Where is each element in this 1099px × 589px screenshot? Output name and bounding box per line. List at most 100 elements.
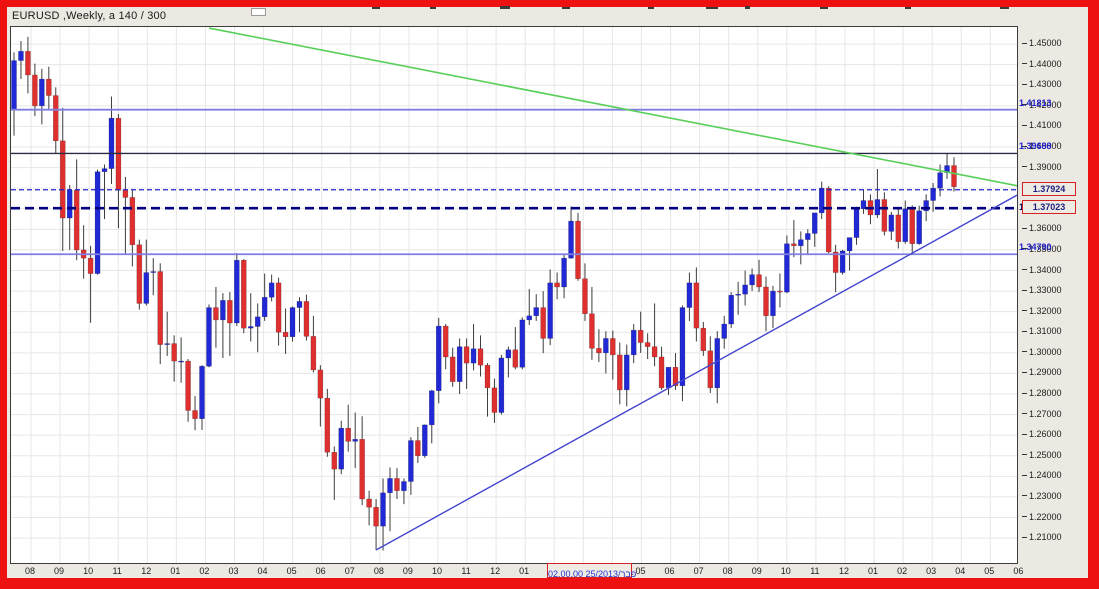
month-label: 12: [141, 566, 152, 576]
candle-bullish: [784, 243, 790, 293]
selected-date-box: 02.00.00 25/2013/פבר: [547, 563, 636, 579]
price-tick-label: 1.21000: [1029, 532, 1062, 543]
candle-bullish: [888, 214, 895, 232]
candle-bearish: [825, 187, 832, 253]
candle-bearish: [275, 282, 282, 333]
candle-bullish: [199, 365, 205, 419]
candle-bearish: [53, 95, 59, 142]
month-label: 11: [810, 566, 820, 576]
candle-bearish: [707, 350, 714, 389]
month-label: 07: [693, 566, 704, 576]
candle-bullish: [150, 271, 157, 273]
month-label: 01: [519, 566, 530, 576]
candle-bearish: [791, 243, 797, 247]
price-tick-label: 1.40000: [1029, 141, 1062, 151]
month-label: 06: [315, 566, 326, 576]
candle-bearish: [589, 313, 595, 349]
candle-bullish: [505, 349, 512, 359]
candle-bullish: [206, 307, 212, 367]
candle-bullish: [916, 210, 922, 244]
price-tick-mark: [1022, 63, 1027, 65]
price-tick-mark: [1022, 227, 1027, 229]
price-tick-mark: [1022, 269, 1027, 270]
candle-bullish: [665, 366, 672, 389]
candle-bullish: [930, 187, 936, 201]
ascending-trendline: [375, 194, 1017, 551]
toolbar-fragment: [706, 7, 718, 9]
candle-bullish: [422, 424, 428, 457]
axis-value-box: 1.37924: [1022, 181, 1076, 196]
price-tick-mark: [1022, 474, 1027, 476]
candle-bullish: [568, 220, 574, 259]
price-tick-mark: [1022, 495, 1027, 497]
candle-bearish: [512, 349, 519, 368]
candle-bearish: [763, 286, 769, 317]
axis-value-box: 1.37023: [1022, 200, 1076, 215]
candle-bullish: [143, 272, 150, 304]
price-tick-label: 1.28000: [1029, 388, 1062, 398]
candle-bullish: [234, 259, 240, 324]
candle-bearish: [136, 244, 143, 304]
candle-bearish: [282, 332, 289, 338]
candle-bullish: [470, 348, 477, 364]
candle-bearish: [157, 271, 163, 345]
price-tick-mark: [1022, 104, 1027, 106]
toolbar-fragment: [745, 6, 750, 9]
candle-bearish: [32, 74, 38, 107]
price-tick-mark: [1022, 392, 1027, 394]
price-tick-label: 1.25000: [1029, 449, 1062, 460]
candle-bearish: [241, 259, 247, 329]
price-chart-plot[interactable]: [10, 26, 1018, 564]
month-label: 05: [286, 566, 297, 576]
price-tick-mark: [1022, 289, 1027, 291]
candle-bearish: [185, 360, 191, 411]
month-label: 10: [780, 566, 791, 576]
candle-bearish: [449, 356, 456, 382]
price-tick-label: 1.32000: [1029, 305, 1062, 316]
candle-bearish: [73, 189, 80, 251]
price-axis: 1.45000 1.44000 1.43000 1.42000 1.41000 1.400…: [1017, 26, 1088, 562]
candle-bearish: [59, 140, 66, 219]
month-label: 03: [926, 566, 937, 576]
price-tick-label: 1.31000: [1029, 326, 1062, 337]
candle-bearish: [484, 364, 491, 389]
candle-bullish: [164, 343, 170, 345]
price-tick-label: 1.41000: [1029, 120, 1062, 131]
level-value-label: 1.34790: [1019, 242, 1052, 253]
candle-bullish: [805, 233, 811, 240]
month-label: 11: [461, 566, 471, 576]
candle-bearish: [463, 346, 470, 364]
candle-bullish: [853, 208, 860, 238]
month-label: 12: [838, 566, 849, 576]
candle-bullish: [66, 189, 73, 219]
candle-bullish: [721, 323, 727, 339]
candle-bearish: [129, 197, 136, 246]
candle-bullish: [18, 51, 24, 61]
candle-bullish: [679, 307, 686, 387]
price-tick-mark: [1022, 145, 1027, 147]
candle-bullish: [380, 492, 386, 527]
chart-title: EURUSD ,Weekly, a 140 / 300: [12, 10, 167, 22]
candle-bearish: [324, 397, 331, 453]
price-tick-mark: [1022, 433, 1027, 435]
month-label: 09: [402, 566, 413, 576]
candle-bearish: [477, 348, 484, 366]
candle-bearish: [310, 336, 317, 371]
candle-bullish: [923, 200, 929, 212]
candle-bullish: [547, 282, 553, 339]
candle-bearish: [415, 440, 421, 457]
month-label: 06: [1013, 566, 1024, 576]
candle-bearish: [895, 214, 902, 242]
price-tick-label: 1.27000: [1029, 408, 1062, 419]
toolbar-fragment: [905, 7, 911, 9]
price-tick-mark: [1022, 124, 1027, 126]
month-label: 04: [257, 566, 268, 576]
price-tick-label: 1.42000: [1029, 99, 1062, 110]
candle-bullish: [247, 326, 254, 329]
toolbar-fragment: [1000, 7, 1009, 9]
price-tick-label: 1.36000: [1029, 223, 1062, 234]
candle-bearish: [610, 338, 616, 356]
price-tick-label: 1.24000: [1029, 470, 1062, 481]
candle-bullish: [630, 329, 637, 356]
